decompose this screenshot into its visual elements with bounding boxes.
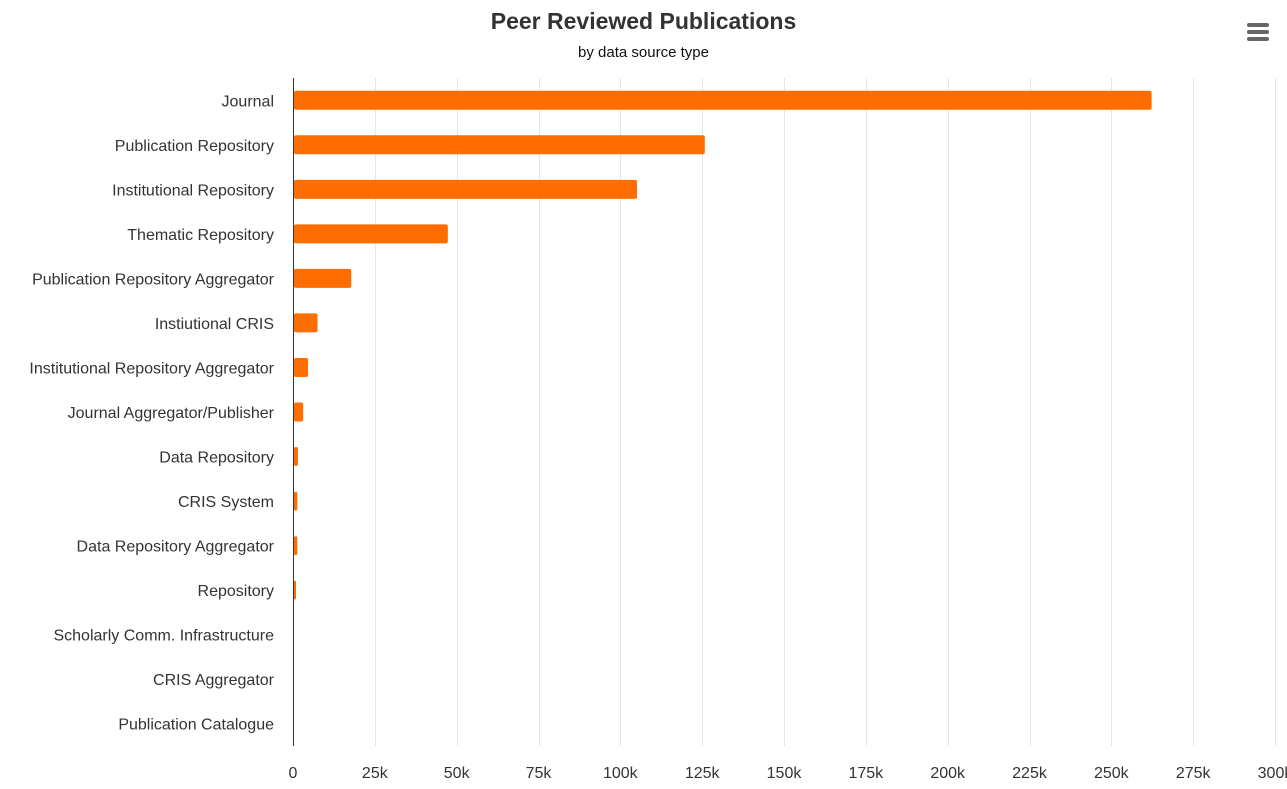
category-label: CRIS System (178, 494, 274, 511)
x-tick-label: 275k (1176, 765, 1212, 782)
menu-line (1247, 23, 1269, 27)
grid-lines (375, 78, 1276, 746)
x-tick-label: 50k (444, 765, 471, 782)
bar[interactable] (294, 357, 309, 377)
category-label: Scholarly Comm. Infrastructure (53, 628, 274, 645)
category-label: Journal (222, 93, 274, 110)
bar[interactable] (294, 135, 705, 155)
x-tick-label: 0 (289, 765, 298, 782)
menu-line (1247, 37, 1269, 41)
bar[interactable] (294, 402, 304, 422)
bar[interactable] (294, 313, 318, 333)
category-label: Repository (198, 583, 274, 600)
category-label: Publication Repository (115, 138, 274, 155)
menu-line (1247, 30, 1269, 34)
category-label: Publication Catalogue (118, 717, 274, 734)
x-tick-label: 225k (1012, 765, 1048, 782)
category-label: CRIS Aggregator (153, 672, 275, 689)
bar[interactable] (294, 268, 352, 288)
chart-subtitle: by data source type (578, 44, 709, 61)
x-tick-label: 125k (685, 765, 721, 782)
x-tick-label: 100k (603, 765, 639, 782)
bar-series (294, 90, 1152, 600)
hamburger-menu-icon[interactable] (1240, 19, 1270, 45)
chart-title: Peer Reviewed Publications (490, 8, 797, 34)
category-label: Data Repository Aggregator (77, 539, 275, 556)
category-label: Journal Aggregator/Publisher (68, 405, 275, 422)
category-label: Instiutional CRIS (155, 316, 274, 333)
x-tick-label: 150k (767, 765, 803, 782)
x-tick-labels: 0 25k 50k 75k 100k 125k 150k 175k 200k 225k 250k 27… (289, 765, 1287, 782)
bar[interactable] (294, 580, 296, 600)
bar[interactable] (294, 447, 298, 467)
x-tick-label: 25k (362, 765, 389, 782)
bar[interactable] (294, 536, 298, 556)
x-tick-label: 175k (848, 765, 884, 782)
bar[interactable] (294, 224, 448, 244)
category-label: Data Repository (159, 450, 274, 467)
x-tick-label: 200k (930, 765, 966, 782)
category-label: Institutional Repository Aggregator (29, 360, 274, 377)
category-labels: Journal Publication Repository Institution… (29, 93, 274, 733)
x-tick-label: 75k (526, 765, 553, 782)
x-tick-label: 300k (1258, 765, 1287, 782)
bar[interactable] (294, 179, 638, 199)
category-label: Thematic Repository (127, 227, 274, 244)
category-label: Publication Repository Aggregator (32, 271, 275, 288)
bar[interactable] (294, 491, 298, 511)
bar[interactable] (294, 90, 1152, 110)
x-tick-label: 250k (1094, 765, 1130, 782)
category-label: Institutional Repository (112, 182, 274, 199)
